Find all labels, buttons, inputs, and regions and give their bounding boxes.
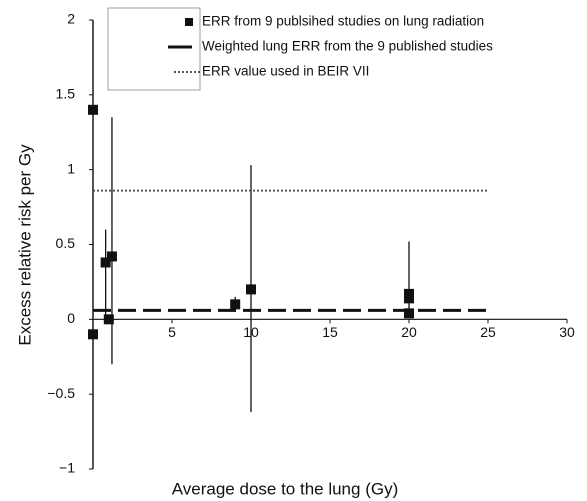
legend-label: Weighted lung ERR from the 9 published s…	[202, 39, 493, 54]
legend-label: ERR from 9 publsihed studies on lung rad…	[202, 14, 484, 29]
data-point	[100, 257, 111, 268]
data-point	[246, 284, 256, 295]
x-tick-label: 5	[168, 324, 176, 340]
data-point	[230, 299, 241, 310]
legend-marker	[185, 18, 193, 26]
y-tick-label: 0.5	[56, 235, 76, 251]
data-point	[404, 308, 414, 319]
y-tick-label: 1.5	[56, 86, 76, 102]
y-axis-label: Excess relative risk per Gy	[15, 144, 34, 346]
x-tick-label: 20	[401, 324, 417, 340]
data-point	[88, 329, 98, 340]
y-tick-label: −0.5	[47, 385, 75, 401]
data-point	[88, 104, 98, 115]
y-tick-label: 0	[67, 310, 75, 326]
x-tick-label: 25	[480, 324, 496, 340]
y-tick-label: 1	[67, 160, 75, 176]
x-axis-label: Average dose to the lung (Gy)	[172, 479, 399, 498]
data-point	[106, 251, 117, 262]
y-tick-label: −1	[59, 460, 75, 476]
x-tick-label: 30	[559, 324, 575, 340]
data-point	[103, 314, 114, 325]
data-point	[404, 293, 414, 304]
legend-box	[107, 7, 201, 91]
legend-label: ERR value used in BEIR VII	[202, 64, 369, 79]
y-tick-label: 2	[67, 11, 75, 27]
x-tick-label: 15	[322, 324, 338, 340]
